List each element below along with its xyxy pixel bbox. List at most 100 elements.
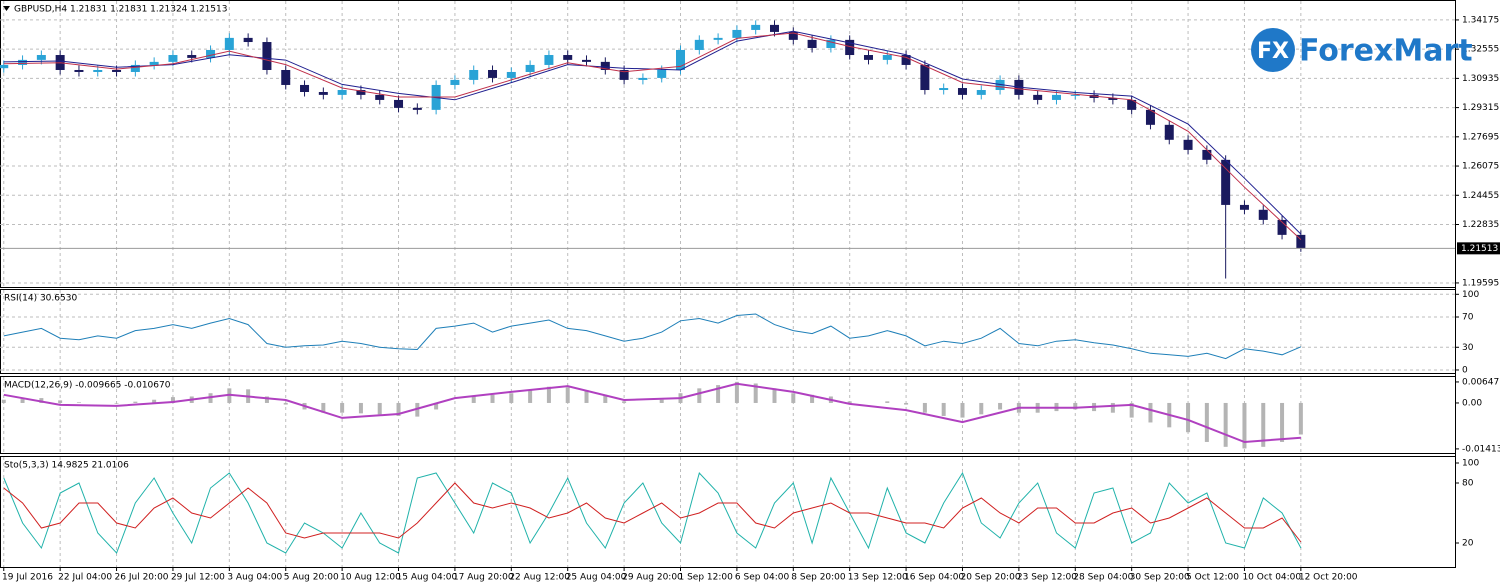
candle-body: [1033, 94, 1043, 100]
logo-circle: [1251, 28, 1295, 72]
candle-body: [976, 90, 986, 95]
histogram-bar: [998, 402, 1003, 410]
histogram-bar: [114, 402, 119, 404]
candle-body: [525, 64, 535, 72]
indicator-line: [3, 482, 1302, 543]
candle-body: [206, 49, 216, 58]
candle-body: [337, 90, 347, 95]
candle-body: [168, 55, 178, 62]
candle-body: [394, 99, 404, 108]
histogram-bar: [791, 393, 796, 403]
histogram-bar: [734, 381, 739, 403]
candle-body: [1296, 234, 1306, 249]
candle-body: [920, 64, 930, 91]
candle-body: [300, 84, 310, 92]
histogram-bar: [1073, 402, 1078, 410]
candle-body: [826, 39, 836, 48]
histogram-bar: [753, 383, 758, 403]
y-tick-label: 1.27695: [1462, 132, 1499, 142]
x-tick-label: 29 Aug 20:00: [622, 573, 683, 583]
histogram-bar: [396, 402, 401, 416]
candle-body: [788, 31, 798, 40]
histogram-bar: [1204, 402, 1209, 442]
candle-body: [450, 79, 460, 85]
candle-body: [187, 55, 197, 58]
x-tick-label: 19 Jul 2016: [2, 573, 53, 583]
y-tick-label: 0.006471: [1462, 377, 1500, 387]
candle-body: [130, 64, 140, 72]
logo-text: ForexMart: [1299, 34, 1473, 69]
x-tick-label: 22 Aug 12:00: [509, 573, 570, 583]
candle-body: [488, 69, 498, 78]
y-tick-label: 100: [1462, 290, 1479, 300]
histogram-bar: [490, 394, 495, 403]
candle-body: [694, 39, 704, 50]
histogram-bar: [960, 402, 965, 418]
panel-title: RSI(14) 30.6530: [4, 294, 77, 304]
symbol-menu-icon[interactable]: [3, 6, 10, 11]
candle-body: [901, 55, 911, 65]
candle-body: [1070, 94, 1080, 96]
y-tick-label: 1.26075: [1462, 162, 1499, 172]
x-tick-label: 22 Jul 04:00: [58, 573, 112, 583]
histogram-bar: [584, 389, 589, 403]
histogram-bar: [772, 388, 777, 403]
candle-body: [1127, 99, 1137, 110]
candle-body: [149, 61, 159, 65]
histogram-bar: [1298, 402, 1303, 435]
histogram-bar: [1129, 402, 1134, 418]
candle-body: [995, 79, 1005, 91]
histogram-bar: [264, 396, 269, 403]
histogram-bar: [76, 402, 81, 403]
histogram-bar: [941, 402, 946, 416]
candle-body: [1183, 139, 1193, 150]
y-tick-label: 0.00: [1462, 398, 1482, 408]
indicator-line: [3, 32, 1302, 240]
histogram-bar: [565, 387, 570, 403]
histogram-bar: [283, 402, 288, 405]
candle-body: [318, 91, 328, 95]
y-tick-label: 0: [1462, 365, 1468, 375]
histogram-bar: [546, 386, 551, 403]
candle-body: [469, 69, 479, 80]
histogram-bar: [603, 394, 608, 403]
logo: FX ForexMart: [1251, 28, 1473, 72]
candle-body: [713, 37, 723, 40]
candle-body: [882, 55, 892, 60]
x-tick-label: 16 Sep 04:00: [904, 573, 964, 583]
x-tick-label: 5 Aug 20:00: [284, 573, 339, 583]
candle-body: [1202, 149, 1212, 160]
candle-body: [1164, 124, 1174, 140]
candle-body: [657, 69, 667, 78]
y-tick-label: 1.32555: [1462, 45, 1499, 55]
last-price-box: [1457, 242, 1500, 255]
x-tick-label: 6 Sep 04:00: [735, 573, 790, 583]
candle-body: [751, 24, 761, 30]
candle-body: [638, 77, 648, 80]
y-tick-label: 1.30935: [1462, 74, 1499, 84]
x-tick-label: 13 Sep 12:00: [848, 573, 908, 583]
candle-body: [356, 90, 366, 95]
x-tick-label: 10 Oct 04:00: [1242, 573, 1301, 583]
histogram-bar: [321, 402, 326, 413]
histogram-bar: [1242, 402, 1247, 449]
candle-body: [939, 88, 949, 91]
histogram-bar: [847, 401, 852, 403]
histogram-bar: [904, 402, 909, 405]
candle-body: [412, 107, 422, 110]
x-tick-label: 17 Aug 20:00: [453, 573, 514, 583]
candle-body: [845, 39, 855, 56]
x-tick-label: 23 Sep 12:00: [1017, 573, 1077, 583]
candle-body: [1108, 97, 1118, 100]
x-tick-label: 8 Sep 20:00: [791, 573, 846, 583]
candle-body: [619, 69, 629, 80]
indicator-line: [3, 313, 1302, 360]
y-tick-label: 100: [1462, 459, 1479, 469]
candle-body: [863, 55, 873, 60]
histogram-bar: [716, 385, 721, 403]
candle-body: [112, 69, 122, 72]
histogram-bar: [509, 393, 514, 403]
candle-body: [1221, 159, 1231, 205]
